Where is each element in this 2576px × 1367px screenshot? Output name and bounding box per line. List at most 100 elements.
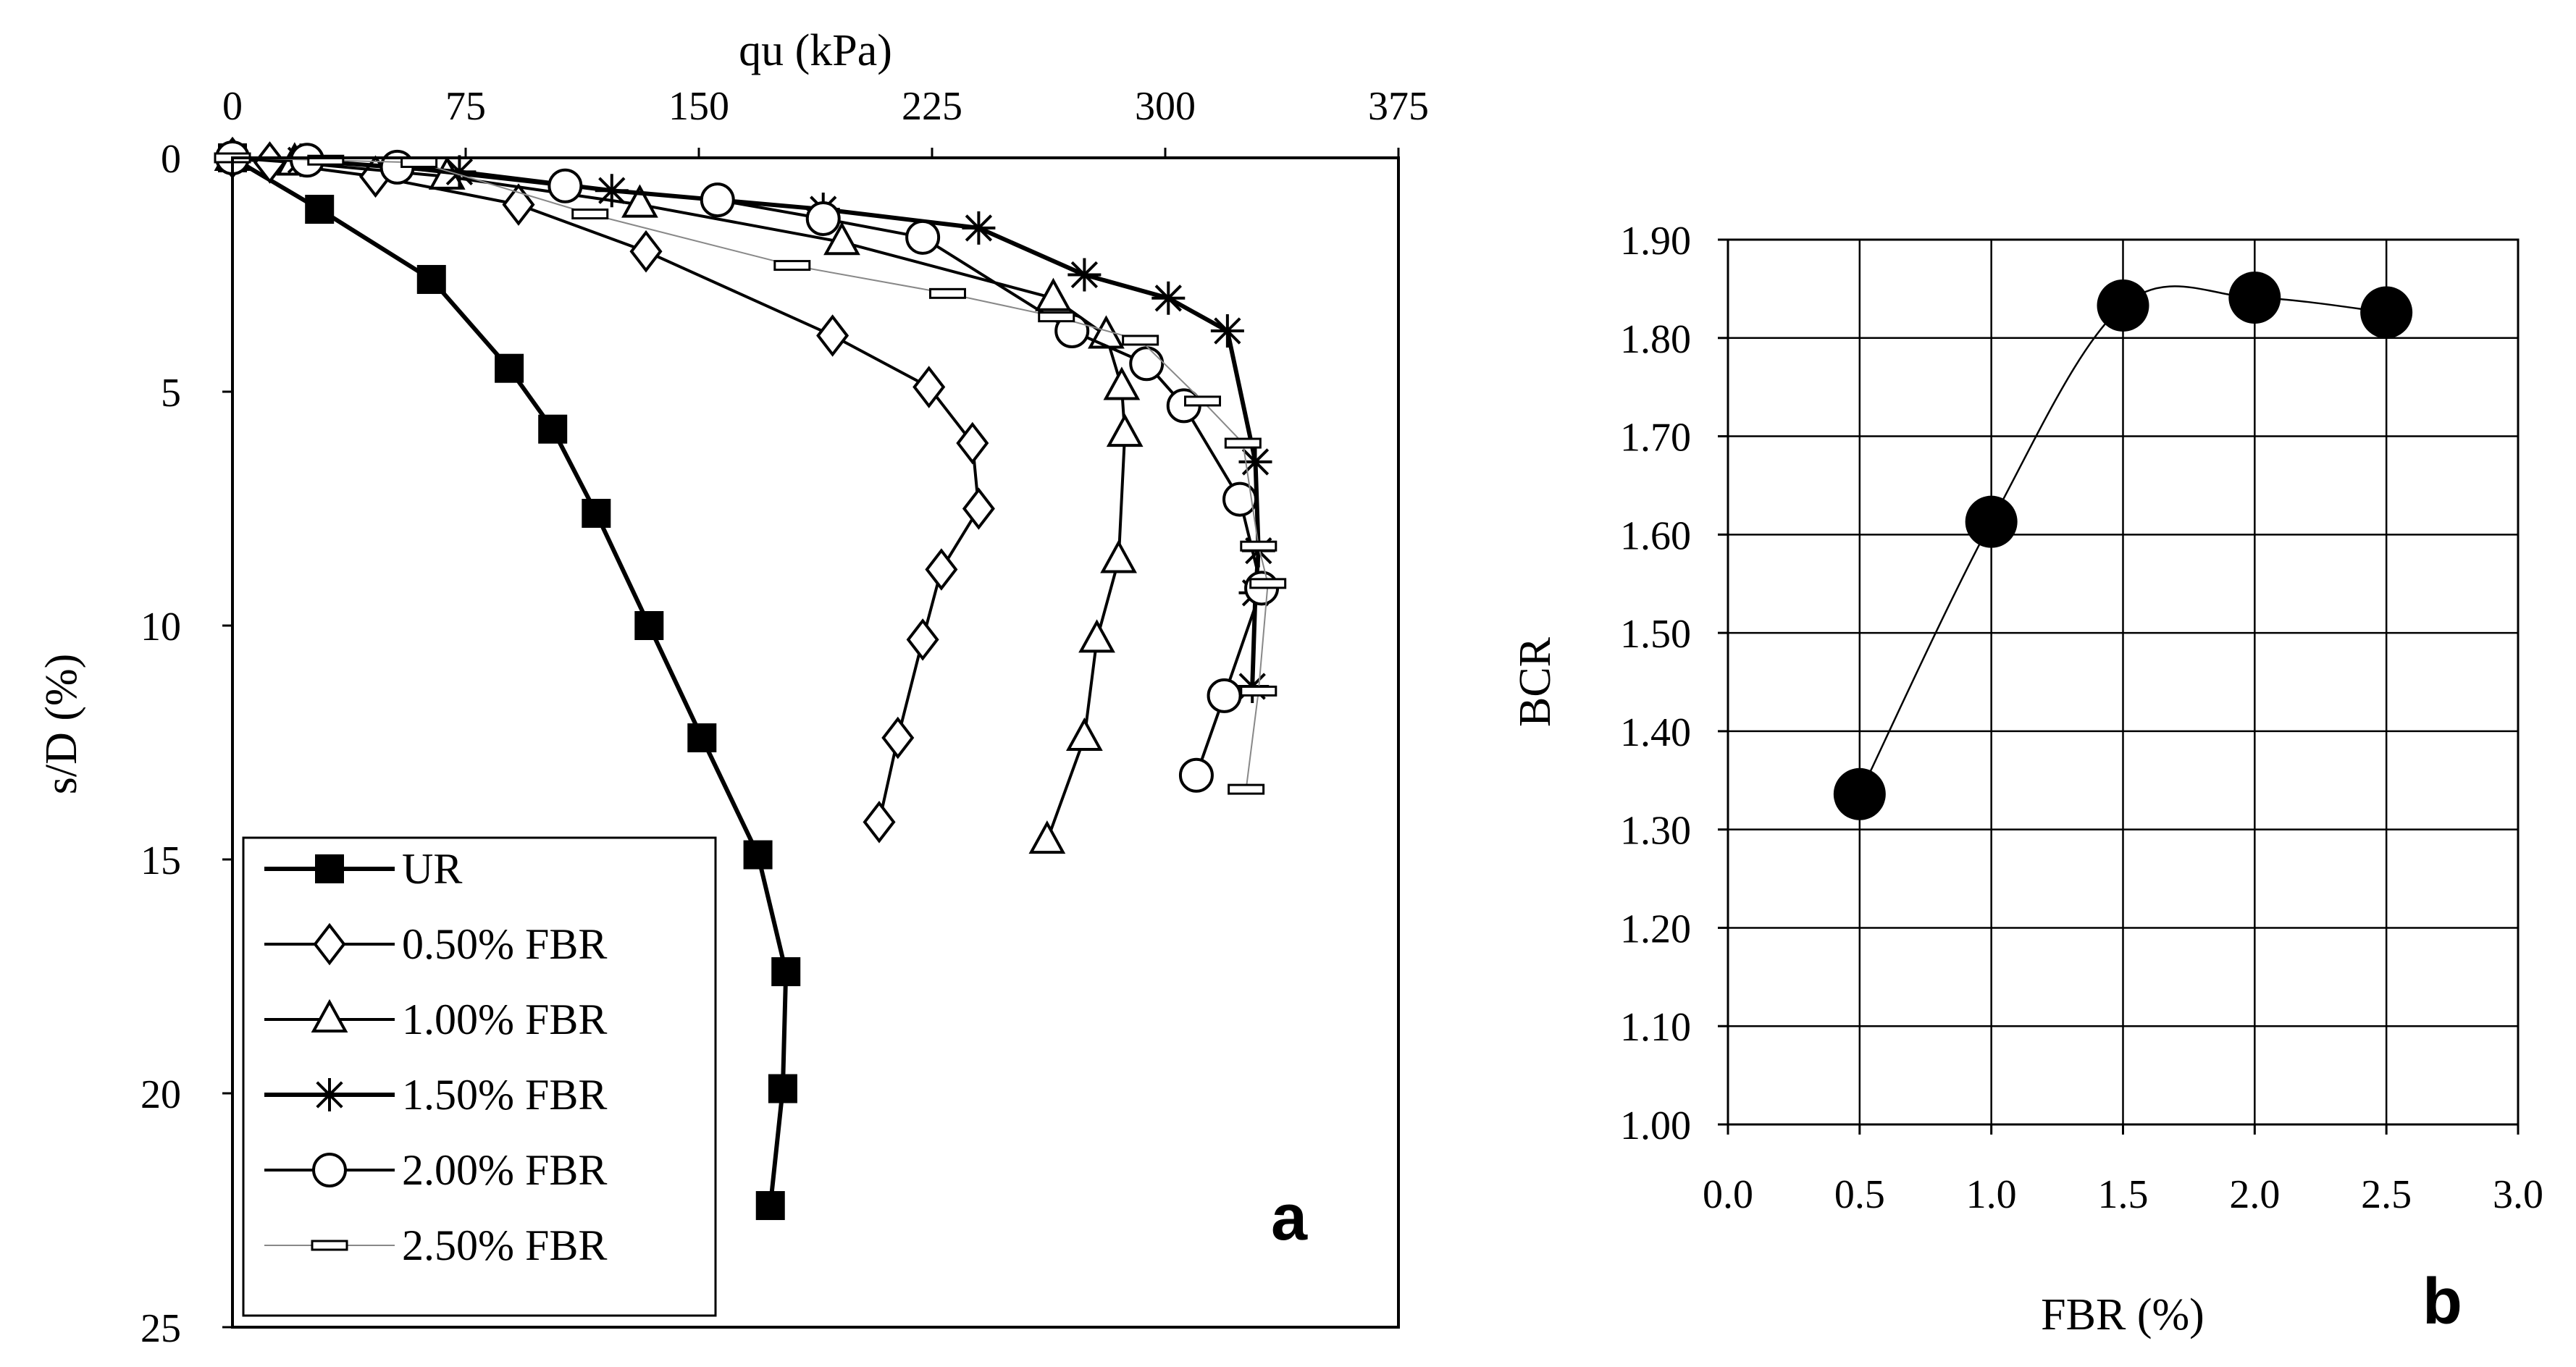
- panel-a-x-tick-label: 225: [902, 84, 962, 129]
- panel-a-x-tick-label: 0: [222, 84, 243, 129]
- panel-a-x-tick-label: 300: [1135, 84, 1196, 129]
- panel-b-x-tick-label: 1.5: [2098, 1172, 2149, 1217]
- data-point-2-50-fbr: [773, 260, 811, 272]
- panel-a-y-axis-title: s/D (%): [37, 654, 86, 795]
- panel-a-x-axis-title: qu (kPa): [739, 26, 892, 75]
- series-2-50-fbr: [214, 152, 1287, 795]
- panel-b-chart: 0.0 0.5 1.0 1.5 2.0 2.5 3.0 1.00 1.10 1.20 1.30 1.4…: [1511, 219, 2543, 1339]
- series-line-2-50-fbr: [232, 157, 1269, 790]
- data-point-1-00-fbr: [823, 222, 860, 256]
- panel-label-b: b: [2422, 1266, 2462, 1338]
- data-point-2-00-fbr: [700, 182, 735, 218]
- data-point-2-00-fbr: [1129, 346, 1165, 382]
- data-point-ur: [305, 195, 335, 224]
- data-point-ur: [495, 353, 524, 383]
- legend-item-ur: UR: [264, 845, 462, 893]
- legend-label: 0.50% FBR: [402, 920, 607, 968]
- panel-b-y-tick-label: 1.50: [1620, 612, 1691, 657]
- data-point-1-00-fbr: [1106, 413, 1144, 447]
- data-point-0-50-fbr: [956, 421, 989, 465]
- legend-label: UR: [402, 845, 462, 893]
- panel-b-y-tick-label: 1.80: [1620, 317, 1691, 362]
- panel-a-x-tick-label: 375: [1368, 84, 1429, 129]
- legend-label: 1.00% FBR: [402, 996, 607, 1043]
- series-line-0-50-fbr: [232, 156, 981, 823]
- panel-b-y-axis-title: BCR: [1511, 636, 1560, 727]
- data-point-1-50-fbr: [1210, 314, 1244, 348]
- legend-item-1-50-fbr: 1.50% FBR: [264, 1071, 607, 1119]
- series-1-00-fbr: [214, 137, 1144, 854]
- panel-a-x-tick-label: 75: [445, 84, 486, 129]
- panel-a-y-tick-label: 5: [161, 371, 181, 416]
- legend-label: 2.50% FBR: [402, 1221, 607, 1269]
- panel-b-y-tick-label: 1.00: [1620, 1103, 1691, 1148]
- data-point-1-00-fbr: [1028, 820, 1066, 854]
- panel-b-x-axis-title: FBR (%): [2041, 1290, 2204, 1339]
- data-point-2-50-fbr: [1228, 783, 1265, 795]
- data-point-1-50-fbr: [1151, 281, 1186, 315]
- legend-marker-0-50-fbr: [313, 922, 346, 966]
- bcr-data-point: [2097, 279, 2149, 332]
- data-point-0-50-fbr: [906, 618, 939, 661]
- data-point-0-50-fbr: [502, 183, 535, 226]
- data-point-ur: [634, 611, 664, 640]
- legend-marker-ur: [315, 854, 344, 883]
- panel-b-y-tick-label: 1.90: [1620, 219, 1691, 264]
- panel-b-x-tick-label: 3.0: [2493, 1172, 2543, 1217]
- panel-b-y-tick-label: 1.40: [1620, 710, 1691, 755]
- series-0-50-fbr: [216, 136, 995, 844]
- data-point-2-50-fbr: [1249, 578, 1287, 589]
- data-point-1-00-fbr: [1078, 619, 1115, 653]
- legend: UR 0.50% FBR 1.00% FBR 1.50% FBR 2.00% FBR 2.…: [242, 836, 717, 1317]
- panel-b-plot-frame: [1727, 238, 2520, 1126]
- data-point-1-00-fbr: [1035, 277, 1072, 311]
- panel-a-y-tick-label: 20: [140, 1072, 181, 1117]
- data-point-ur: [755, 1191, 785, 1221]
- panel-b-x-tick-label: 0.5: [1834, 1172, 1885, 1217]
- panel-b-y-tick-label: 1.10: [1620, 1005, 1691, 1050]
- data-point-2-50-fbr: [1038, 311, 1075, 323]
- legend-box: [242, 836, 717, 1317]
- data-point-ur: [538, 414, 568, 444]
- bcr-data-point: [1833, 767, 1886, 820]
- data-point-1-00-fbr: [621, 184, 658, 218]
- panel-b-x-tick-label: 2.0: [2229, 1172, 2280, 1217]
- data-point-2-50-fbr: [400, 156, 438, 168]
- data-point-ur: [743, 840, 773, 870]
- legend-item-2-50-fbr: 2.50% FBR: [264, 1221, 607, 1269]
- panel-a-plot-frame: [231, 156, 1400, 1329]
- data-point-0-50-fbr: [881, 716, 915, 760]
- legend-item-1-00-fbr: 1.00% FBR: [264, 996, 607, 1043]
- panel-a-y-tick-label: 0: [161, 137, 181, 182]
- data-point-ur: [768, 1074, 797, 1103]
- data-point-2-00-fbr: [905, 219, 941, 255]
- series-line-1-00-fbr: [232, 156, 1127, 841]
- data-point-ur: [416, 264, 446, 294]
- data-point-2-00-fbr: [1222, 481, 1258, 517]
- data-point-1-00-fbr: [1065, 717, 1103, 752]
- data-point-ur: [582, 498, 611, 528]
- series-2-00-fbr: [215, 140, 1280, 793]
- panel-a-chart: 0 75 150 225 300 375 0 5 10 15 20 25 qu (kPa) s/D (…: [37, 26, 1429, 1351]
- data-point-2-00-fbr: [805, 201, 841, 236]
- data-point-2-50-fbr: [1122, 335, 1159, 346]
- panel-b-y-tick-label: 1.30: [1620, 809, 1691, 854]
- legend-item-0-50-fbr: 0.50% FBR: [264, 920, 607, 968]
- bcr-data-point: [1965, 495, 2018, 548]
- panel-b-x-tick-label: 2.5: [2361, 1172, 2412, 1217]
- data-point-0-50-fbr: [863, 801, 896, 844]
- panel-b-y-tick-label: 1.60: [1620, 513, 1691, 558]
- data-point-2-50-fbr: [1240, 685, 1277, 697]
- series-line-ur: [231, 156, 789, 1206]
- data-point-2-50-fbr: [928, 287, 966, 299]
- panel-b-x-tick-label: 1.0: [1966, 1172, 2017, 1217]
- legend-label: 2.00% FBR: [402, 1146, 607, 1194]
- legend-item-2-00-fbr: 2.00% FBR: [264, 1146, 607, 1194]
- bcr-data-point: [2360, 286, 2413, 339]
- data-point-0-50-fbr: [816, 314, 849, 357]
- data-point-1-00-fbr: [1103, 366, 1141, 400]
- data-point-2-50-fbr: [1240, 540, 1277, 552]
- data-point-ur: [771, 957, 801, 987]
- legend-marker-1-00-fbr: [311, 998, 348, 1032]
- panel-b-y-tick-label: 1.20: [1620, 907, 1691, 951]
